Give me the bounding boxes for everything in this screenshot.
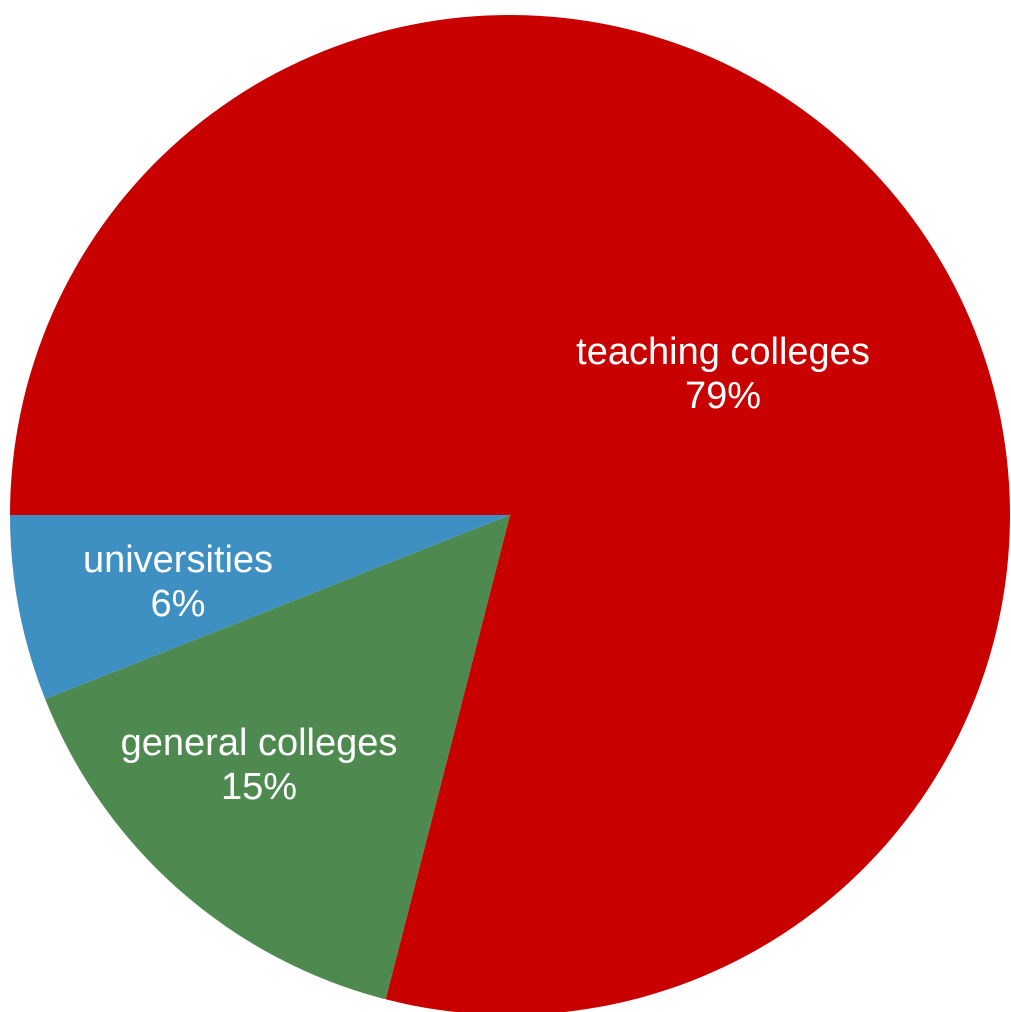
slice-percent-general-colleges: 15% [221,766,297,808]
slice-name-general-colleges: general colleges [121,722,398,764]
labels-layer: teaching colleges 79% general colleges 15% u… [83,331,870,808]
slice-name-teaching-colleges: teaching colleges [576,331,870,373]
pie-slice-universities [9,515,510,700]
slice-percent-universities: 6% [151,583,206,625]
slice-label-teaching-colleges: teaching colleges 79% [576,331,870,417]
pie-slice-general-colleges [45,515,510,1000]
pie-slice-teaching-colleges [10,15,1010,1012]
slice-label-general-colleges: general colleges 15% [121,722,398,808]
slice-name-universities: universities [83,539,273,581]
slice-label-universities: universities 6% [83,539,273,625]
slices-layer [9,15,1010,1012]
slice-percent-teaching-colleges: 79% [685,375,761,417]
